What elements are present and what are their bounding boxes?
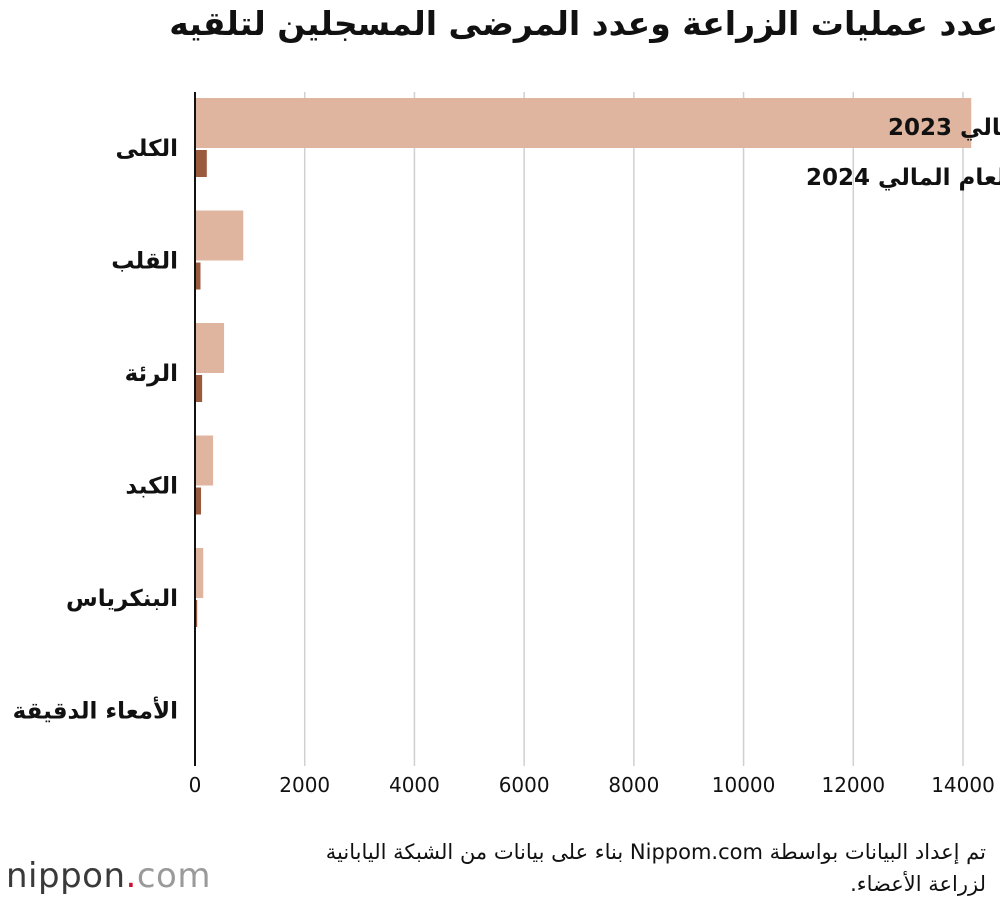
category-label: الكبد bbox=[125, 474, 178, 500]
bar-transplants bbox=[195, 262, 201, 290]
chart-title: عدد عمليات الزراعة وعدد المرضى المسجلين … bbox=[169, 4, 998, 43]
category-label: الكلى bbox=[115, 136, 178, 162]
x-tick-label: 12000 bbox=[821, 773, 885, 797]
labels: 0 2000 4000 6000 8000 10000 12000 14000 الكلى الق… bbox=[13, 115, 1000, 797]
x-tick-label: 4000 bbox=[389, 773, 440, 797]
bar-transplants bbox=[195, 487, 202, 515]
bar-transplants bbox=[195, 375, 203, 402]
bar-registered-patients bbox=[195, 435, 214, 486]
bars bbox=[195, 98, 972, 740]
logo-name: nippon bbox=[6, 856, 126, 896]
category-label: الأمعاء الدقيقة bbox=[13, 696, 178, 725]
bar-registered-patients bbox=[195, 98, 972, 148]
category-label: القلب bbox=[111, 249, 178, 275]
bar-registered-patients bbox=[195, 323, 225, 373]
x-tick-label: 6000 bbox=[499, 773, 550, 797]
series-label-registered: عدد المرضى المسجلين حتى نهاية العام الما… bbox=[888, 115, 1000, 141]
source-note: تم إعداد البيانات بواسطة Nippom.com بناء… bbox=[325, 840, 986, 896]
x-tick-label: 2000 bbox=[279, 773, 330, 797]
bar-chart: 0 2000 4000 6000 8000 10000 12000 14000 الكلى الق… bbox=[13, 92, 1000, 797]
bar-registered-patients bbox=[195, 548, 204, 598]
category-label: البنكرياس bbox=[66, 586, 178, 612]
bar-registered-patients bbox=[195, 210, 244, 261]
grid-lines bbox=[303, 92, 964, 766]
x-tick-label: 0 bbox=[189, 773, 202, 797]
x-tick-label: 10000 bbox=[712, 773, 776, 797]
bar-transplants bbox=[195, 600, 198, 627]
logo-tld: com bbox=[136, 856, 211, 896]
x-tick-label: 8000 bbox=[608, 773, 659, 797]
category-label: الرئة bbox=[125, 361, 178, 387]
logo-dot: . bbox=[125, 856, 137, 896]
nippon-logo[interactable]: nippon.com bbox=[6, 856, 211, 896]
bar-transplants bbox=[195, 150, 207, 177]
x-tick-label: 14000 bbox=[931, 773, 995, 797]
series-label-transplants: عدد عمليات الزراعة المنفذة خلال العام ال… bbox=[806, 165, 1000, 191]
